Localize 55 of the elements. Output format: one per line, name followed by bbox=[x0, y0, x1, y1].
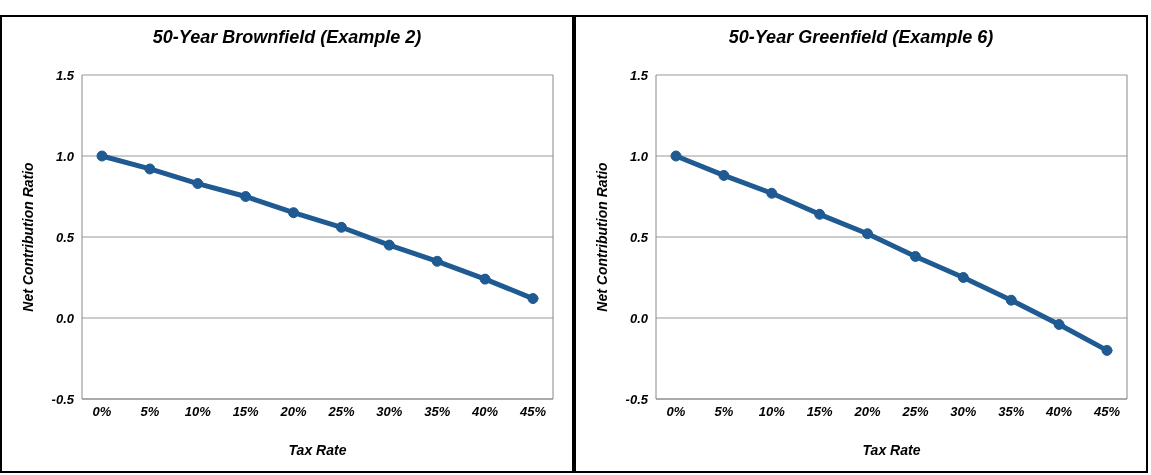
x-tick-label: 10% bbox=[758, 404, 786, 420]
point bbox=[766, 187, 778, 199]
point bbox=[814, 208, 826, 220]
x-tick-label: 5% bbox=[714, 404, 734, 420]
x-tick-label: 25% bbox=[901, 404, 929, 420]
x-tick-label: 40% bbox=[471, 404, 499, 420]
point bbox=[1053, 318, 1065, 330]
y-tick-label: 1.5 bbox=[629, 67, 649, 83]
y-axis-title: Net Contribution Ratio bbox=[593, 161, 610, 312]
point bbox=[144, 163, 156, 175]
y-tick-label: -0.5 bbox=[51, 391, 75, 407]
x-tick-label: 20% bbox=[853, 404, 881, 420]
x-tick-label: 5% bbox=[140, 404, 160, 420]
y-tick-label: 1.5 bbox=[55, 67, 75, 83]
x-tick-label: 40% bbox=[1045, 404, 1073, 420]
point bbox=[957, 272, 969, 283]
point bbox=[527, 293, 539, 305]
x-tick-label: 25% bbox=[327, 404, 355, 420]
x-axis-title: Tax Rate bbox=[288, 442, 347, 458]
y-tick-label: 0.5 bbox=[629, 229, 649, 245]
point bbox=[718, 169, 730, 181]
y-tick-label: 0.0 bbox=[629, 310, 649, 326]
x-tick-label: 15% bbox=[806, 404, 834, 420]
point bbox=[479, 273, 491, 285]
y-tick-label: 1.0 bbox=[629, 148, 649, 164]
x-tick-label: 15% bbox=[232, 404, 260, 420]
x-axis-title: Tax Rate bbox=[862, 442, 921, 458]
x-tick-label: 45% bbox=[518, 404, 547, 420]
point bbox=[862, 228, 874, 240]
point bbox=[1101, 344, 1113, 356]
x-tick-label: 20% bbox=[279, 404, 307, 420]
x-tick-label: 30% bbox=[950, 404, 977, 420]
y-axis-title: Net Contribution Ratio bbox=[19, 161, 36, 312]
x-tick-label: 0% bbox=[92, 404, 112, 420]
y-tick-label: 1.0 bbox=[55, 148, 75, 164]
chart-title: 50-Year Greenfield (Example 6) bbox=[727, 27, 995, 48]
point bbox=[1005, 294, 1017, 306]
y-tick-label: 0.5 bbox=[55, 229, 75, 245]
x-tick-label: 10% bbox=[184, 404, 212, 420]
x-tick-label: 35% bbox=[998, 404, 1025, 420]
point bbox=[240, 191, 252, 202]
point bbox=[431, 255, 443, 267]
x-tick-label: 35% bbox=[424, 404, 451, 420]
point bbox=[909, 250, 921, 262]
point bbox=[288, 207, 300, 219]
point bbox=[335, 221, 347, 233]
y-tick-label: -0.5 bbox=[625, 391, 649, 407]
y-tick-label: 0.0 bbox=[55, 310, 75, 326]
point bbox=[96, 150, 108, 162]
x-tick-label: 30% bbox=[376, 404, 403, 420]
point bbox=[383, 239, 395, 251]
x-tick-label: 45% bbox=[1092, 404, 1121, 420]
x-tick-label: 0% bbox=[666, 404, 686, 420]
chart-title: 50-Year Brownfield (Example 2) bbox=[151, 27, 423, 48]
point bbox=[670, 150, 682, 162]
